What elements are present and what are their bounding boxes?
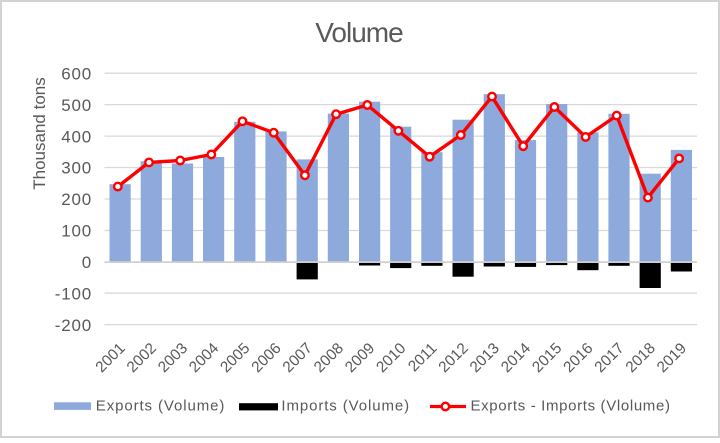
svg-text:0: 0	[82, 253, 92, 272]
svg-text:-100: -100	[55, 284, 92, 303]
svg-text:Imports (Volume): Imports (Volume)	[281, 398, 410, 415]
svg-text:400: 400	[61, 127, 92, 146]
svg-text:200: 200	[61, 190, 92, 209]
svg-text:Exports - Imports (Vlolume): Exports - Imports (Vlolume)	[471, 398, 671, 415]
svg-text:600: 600	[61, 64, 92, 83]
svg-text:Thousand tons: Thousand tons	[30, 77, 49, 189]
svg-text:100: 100	[61, 222, 92, 241]
svg-text:300: 300	[61, 159, 92, 178]
svg-text:500: 500	[61, 96, 92, 115]
svg-text:Volume: Volume	[315, 17, 403, 48]
svg-text:Exports (Volume): Exports (Volume)	[96, 398, 225, 415]
svg-text:-200: -200	[55, 316, 92, 335]
